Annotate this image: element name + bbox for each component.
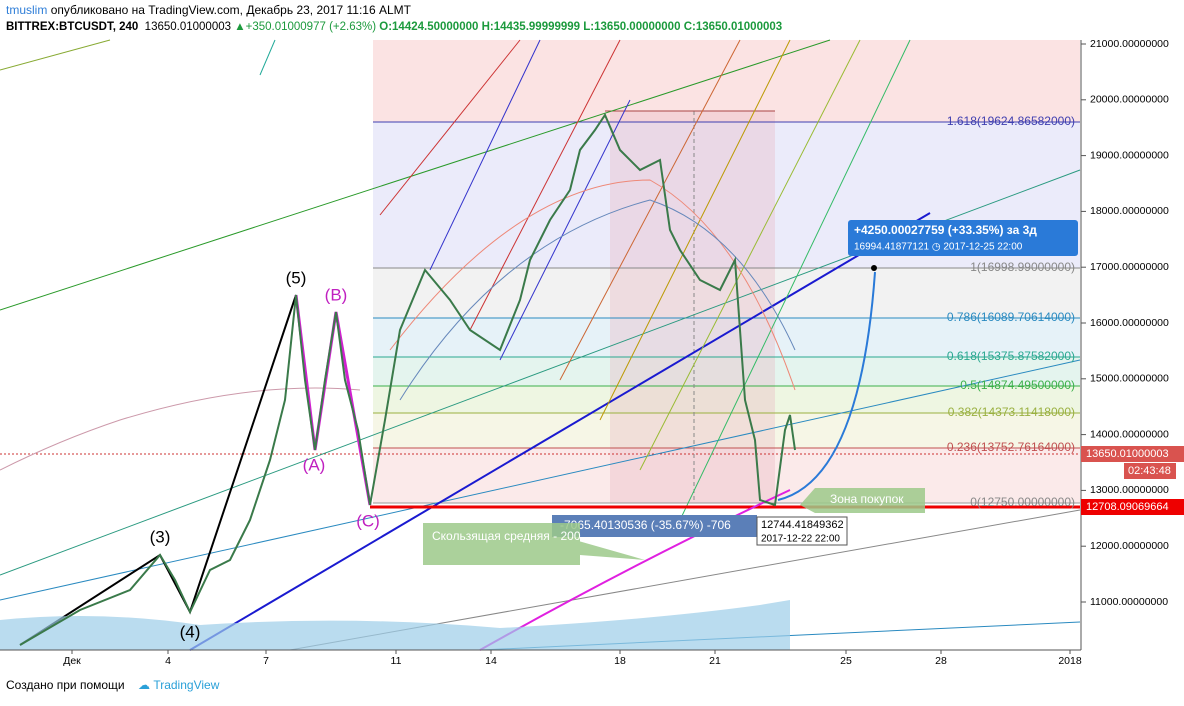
tooltip-date: 2017-12-22 22:00 [761,534,840,545]
wave-label: (A) [303,455,326,474]
price-label: 14000.00000000 [1090,428,1169,440]
high: H:14435.99999999 [481,21,581,33]
time-label: 11 [391,655,402,667]
time-label: 18 [614,655,626,667]
wave-label: (3) [150,527,171,546]
countdown: 02:43:48 [1128,465,1171,477]
fib-label: 0.786(16089.70614000) [947,310,1075,324]
price-label: 18000.00000000 [1090,205,1169,217]
header-line1: tmuslim опубликовано на TradingView.com,… [6,3,411,17]
volume [0,600,790,650]
fib-label: 0.236(13752.76164000) [947,440,1075,454]
measure-box [552,515,757,537]
open: O:14424.50000000 [379,21,479,33]
wave-label: (5) [286,268,307,287]
price-label: 15000.00000000 [1090,373,1169,385]
time-label: 7 [263,655,269,667]
price-label: 19000.00000000 [1090,149,1169,161]
fib-label: 1(16998.99000000) [970,260,1075,274]
current-price: 13650.01000003 [1086,448,1169,460]
price-label: 11000.00000000 [1090,596,1168,608]
fib-label: 0.382(14373.11418000) [948,405,1075,419]
fib-label: 1.618(19624.86582000) [947,114,1075,128]
projection-box [848,220,1078,256]
brand[interactable]: TradingView [153,678,220,692]
made-with: Создано при помощи [6,678,125,692]
price-axis: 21000.00000000 20000.00000000 19000.000000… [0,38,1184,652]
author[interactable]: tmuslim [6,3,48,17]
price-label: 21000.00000000 [1090,38,1169,50]
time-label: Дек [63,655,81,667]
fib-label: 0(12750.00000000) [970,495,1075,509]
time-label: 2018 [1058,655,1082,667]
tooltip-price: 12744.41849362 [761,519,844,531]
symbol: BITTREX:BTCUSDT, 240 [6,21,139,33]
price-label: 20000.00000000 [1090,94,1169,106]
footer: Создано при помощи ☁ TradingView [6,678,220,692]
buy-zone-box [800,488,925,513]
current-price-box [1081,446,1184,462]
tooltip-box [756,516,848,546]
close: C:13650.01000003 [683,21,783,33]
line-price: 12708.09069664 [1086,501,1169,513]
fib-label: 0.618(15375.87582000) [947,349,1075,363]
wave-label: (C) [356,511,380,530]
price-path [19,112,796,646]
price-label: 12000.00000000 [1090,540,1169,552]
line-price-box [1081,499,1184,515]
time-label: 28 [935,655,947,667]
price-label: 17000.00000000 [1090,261,1169,273]
time-label: 14 [485,655,497,667]
header-line2: BITTREX:BTCUSDT, 240 13650.01000003 ▲+35… [6,21,783,33]
wave-label: (4) [180,622,201,641]
ma-note-box [423,523,645,565]
low: L:13650.00000000 [583,21,681,33]
price-label: 13000.00000000 [1090,484,1169,496]
time-label: 21 [709,655,721,667]
time-label: 25 [840,655,852,667]
change: +350.01000977 (+2.63%) [245,21,377,33]
published: опубликовано на TradingView.com, Декабрь… [50,3,411,17]
buy-zone: Зона покупок [830,492,904,506]
wave-label: (B) [325,285,348,304]
last: 13650.01000003 [144,21,232,33]
projection-line1: +4250.00027759 (+33.35%) за 3д [854,223,1037,237]
fib-bands [0,40,1080,504]
measure: -7065.40130536 (-35.67%) -706 [560,518,731,532]
projection-line2: 16994.41877121 ◷ 2017-12-25 22:00 [854,242,1023,253]
countdown-box [1124,463,1176,479]
ma-note: Скользящая средняя - 200 [432,529,581,543]
time-label: 4 [165,655,171,667]
fib-label: 0.5(14874.49500000) [960,378,1075,392]
price-label: 16000.00000000 [1090,317,1169,329]
